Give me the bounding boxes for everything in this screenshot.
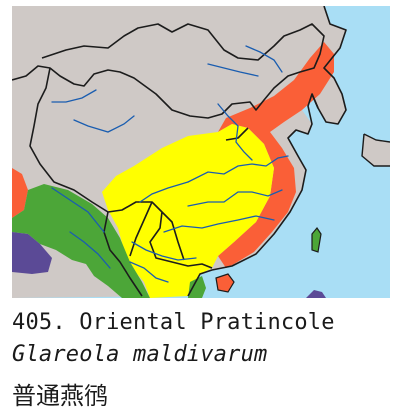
taiwan-coast <box>311 226 322 253</box>
coastline <box>187 6 347 297</box>
hainan-coast <box>215 273 235 293</box>
japan-coast <box>361 133 390 167</box>
range-yellow <box>102 124 274 298</box>
chinese-name: 普通燕鸻 <box>12 382 108 410</box>
range-green-south <box>188 276 206 298</box>
range-purple <box>12 232 52 274</box>
range-green <box>12 184 150 298</box>
rivers <box>51 45 289 283</box>
species-number-name: 405. Oriental Pratincole <box>12 310 335 335</box>
range-orange-west <box>12 168 28 218</box>
japan-land <box>362 134 390 166</box>
range-orange <box>218 42 334 268</box>
border-lines <box>12 23 325 297</box>
hainan-island <box>216 274 234 292</box>
range-purple-east <box>306 290 326 298</box>
scientific-name: Glareola maldivarum <box>12 342 268 367</box>
range-map <box>12 6 390 298</box>
